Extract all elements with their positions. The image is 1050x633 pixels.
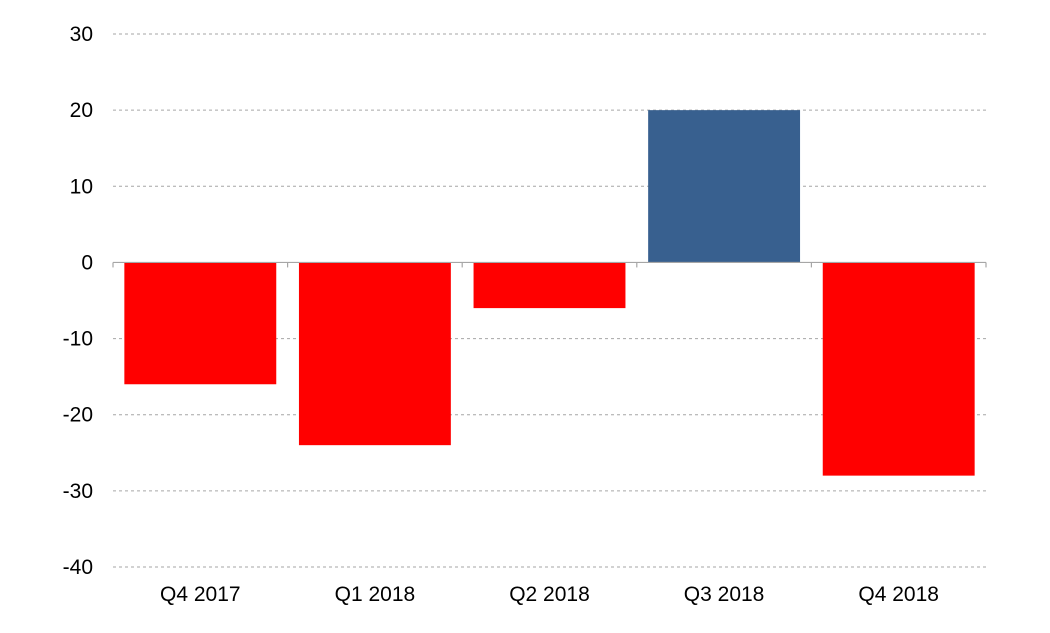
x-tick-label: Q4 2018	[858, 583, 939, 606]
y-tick-label: -30	[63, 480, 93, 503]
bar-q4-2017	[124, 262, 277, 385]
y-tick-label: 20	[70, 99, 93, 122]
zero-axis	[112, 261, 987, 268]
x-tick-label: Q4 2017	[160, 583, 241, 606]
bars	[124, 110, 975, 476]
y-tick-label: -10	[63, 328, 93, 351]
bar-q1-2018	[298, 262, 451, 446]
x-tick-label: Q2 2018	[509, 583, 590, 606]
bar-q4-2018	[822, 262, 975, 476]
y-tick-label: -40	[63, 556, 93, 579]
x-tick-label: Q1 2018	[335, 583, 416, 606]
bar-q2-2018	[473, 262, 626, 309]
y-tick-label: 0	[81, 251, 93, 274]
x-tick-label: Q3 2018	[684, 583, 765, 606]
y-axis-tick-labels: 30 20 10 0 -10 -20 -30 -40	[63, 23, 93, 579]
bar-q3-2018	[648, 110, 801, 263]
y-tick-label: -20	[63, 404, 93, 427]
y-tick-label: 30	[70, 23, 93, 46]
y-tick-label: 10	[70, 175, 93, 198]
x-axis-tick-labels: Q4 2017 Q1 2018 Q2 2018 Q3 2018 Q4 2018	[160, 583, 939, 606]
